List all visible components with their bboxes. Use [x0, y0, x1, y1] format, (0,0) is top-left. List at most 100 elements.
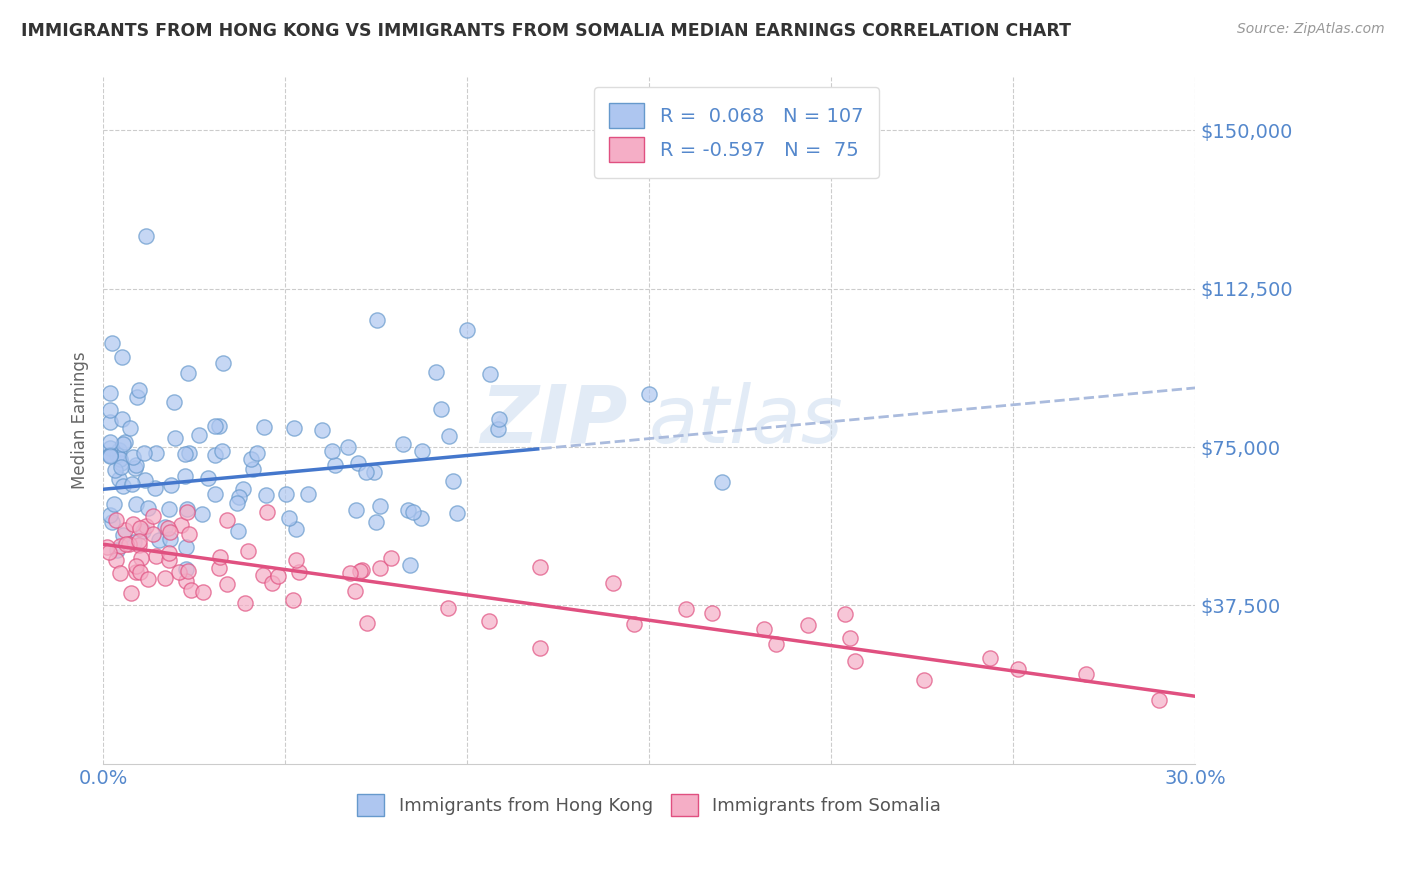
Point — [167, 566, 190, 580]
Point — [347, 456, 370, 470]
Point — [363, 465, 385, 479]
Point — [233, 596, 256, 610]
Point — [132, 524, 155, 538]
Point — [914, 673, 936, 687]
Point — [321, 443, 343, 458]
Point — [105, 542, 128, 557]
Point — [105, 512, 128, 526]
Point — [488, 412, 510, 426]
Point — [179, 446, 201, 460]
Point — [215, 513, 238, 527]
Point — [112, 528, 135, 542]
Point — [349, 564, 371, 578]
Point — [479, 367, 502, 381]
Point — [456, 323, 478, 337]
Point — [226, 495, 249, 509]
Point — [343, 584, 366, 599]
Point — [411, 444, 433, 458]
Point — [163, 395, 186, 409]
Point — [797, 618, 820, 632]
Point — [702, 606, 724, 620]
Point — [430, 402, 453, 417]
Point — [124, 535, 146, 549]
Point — [208, 419, 231, 434]
Point — [100, 448, 122, 462]
Point — [336, 440, 359, 454]
Point — [256, 505, 278, 519]
Point — [125, 559, 148, 574]
Point — [122, 450, 145, 464]
Point — [110, 460, 132, 475]
Point — [135, 518, 157, 533]
Point — [839, 631, 862, 645]
Point — [478, 614, 501, 628]
Point — [529, 640, 551, 655]
Point — [124, 461, 146, 475]
Point — [100, 434, 122, 449]
Point — [396, 502, 419, 516]
Point — [112, 478, 135, 492]
Point — [226, 524, 249, 538]
Point — [188, 428, 211, 442]
Point — [204, 419, 226, 434]
Point — [366, 516, 388, 530]
Point — [128, 534, 150, 549]
Point — [191, 508, 214, 522]
Point — [339, 566, 361, 580]
Text: Source: ZipAtlas.com: Source: ZipAtlas.com — [1237, 22, 1385, 37]
Point — [98, 545, 121, 559]
Point — [197, 471, 219, 485]
Point — [157, 553, 180, 567]
Point — [437, 429, 460, 443]
Point — [311, 423, 333, 437]
Point — [170, 518, 193, 533]
Point — [252, 568, 274, 582]
Text: ZIP: ZIP — [479, 382, 627, 459]
Point — [107, 443, 129, 458]
Point — [96, 541, 118, 555]
Point — [101, 336, 124, 351]
Point — [260, 576, 283, 591]
Point — [100, 508, 122, 522]
Legend: Immigrants from Hong Kong, Immigrants from Somalia: Immigrants from Hong Kong, Immigrants fr… — [350, 787, 949, 823]
Point — [125, 458, 148, 472]
Point — [159, 477, 181, 491]
Point — [114, 523, 136, 537]
Point — [350, 563, 373, 577]
Point — [253, 420, 276, 434]
Point — [754, 623, 776, 637]
Point — [276, 487, 298, 501]
Point — [145, 446, 167, 460]
Point — [174, 540, 197, 554]
Point — [129, 551, 152, 566]
Point — [157, 501, 180, 516]
Point — [254, 488, 277, 502]
Point — [177, 366, 200, 380]
Point — [401, 505, 423, 519]
Point — [638, 387, 661, 401]
Point — [121, 516, 143, 531]
Point — [211, 443, 233, 458]
Point — [267, 568, 290, 582]
Point — [979, 650, 1001, 665]
Point — [209, 549, 232, 564]
Point — [110, 412, 132, 426]
Point — [391, 437, 413, 451]
Point — [1007, 662, 1029, 676]
Point — [173, 469, 195, 483]
Point — [217, 577, 239, 591]
Point — [232, 483, 254, 497]
Point — [710, 475, 733, 489]
Point — [114, 435, 136, 450]
Point — [228, 490, 250, 504]
Point — [675, 602, 697, 616]
Point — [115, 536, 138, 550]
Point — [284, 553, 307, 567]
Point — [153, 571, 176, 585]
Point — [136, 572, 159, 586]
Point — [208, 561, 231, 575]
Point — [125, 565, 148, 579]
Point — [529, 559, 551, 574]
Point — [204, 449, 226, 463]
Point — [129, 566, 152, 580]
